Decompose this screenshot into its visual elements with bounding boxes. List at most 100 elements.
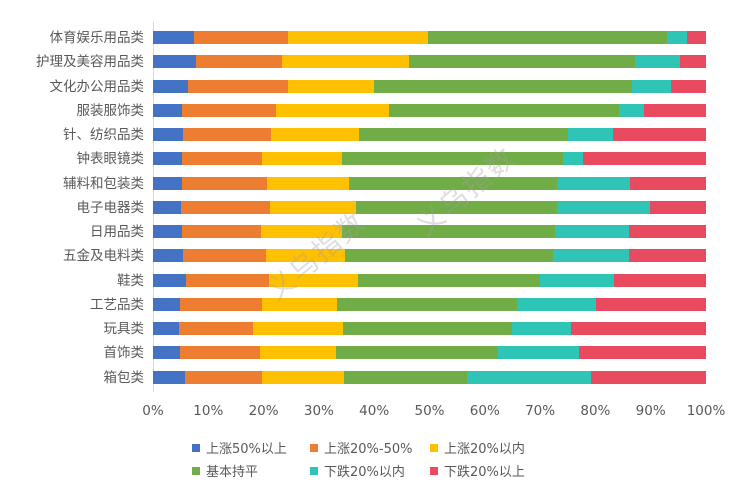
bar-segment — [612, 128, 706, 141]
bar-segment — [275, 103, 390, 117]
bar-row — [153, 370, 706, 384]
bar-segment — [270, 200, 356, 214]
bar-segment — [188, 79, 289, 93]
bar-segment — [180, 297, 263, 311]
legend-item: 下跌20%以上 — [430, 461, 525, 480]
bar-row — [153, 103, 706, 117]
bar-segment — [650, 200, 706, 214]
bar-segment — [181, 176, 268, 190]
bar-segment — [374, 79, 633, 93]
bar-segment — [511, 322, 572, 335]
bar-segment — [269, 273, 359, 287]
bar-segment — [355, 200, 557, 214]
bar-segment — [193, 31, 288, 44]
x-tick-label: 0% — [142, 403, 164, 419]
legend-swatch-icon — [430, 466, 438, 475]
bar-segment — [259, 346, 337, 360]
bar-segment — [344, 370, 467, 384]
legend-item: 下跌20%以内 — [310, 461, 405, 480]
bar-segment — [596, 297, 706, 311]
bar-segment — [568, 128, 613, 141]
legend-label: 上涨20%-50% — [324, 442, 413, 457]
bar-segment — [181, 225, 261, 238]
legend-swatch-icon — [310, 466, 318, 475]
bar-segment — [629, 249, 706, 263]
category-label: 辅料和包装类 — [63, 175, 144, 192]
legend-label: 下跌20%以上 — [444, 465, 525, 480]
legend-label: 上涨20%以内 — [444, 442, 525, 457]
bar-segment — [196, 55, 283, 69]
bar-segment — [630, 176, 706, 190]
bar-segment — [153, 346, 181, 360]
legend-label: 上涨50%以上 — [206, 442, 287, 457]
category-label: 工艺品类 — [90, 296, 144, 313]
bar-segment — [153, 79, 189, 93]
bar-segment — [282, 55, 410, 69]
category-label: 针、纺织品类 — [63, 127, 144, 143]
bar-segment — [153, 249, 183, 263]
bar-segment — [270, 128, 360, 141]
x-tick-label: 90% — [635, 403, 666, 419]
bar-segment — [590, 370, 706, 384]
category-label: 文化办公用品类 — [49, 78, 145, 95]
category-label: 钟表眼镜类 — [76, 151, 145, 168]
bar-segment — [153, 31, 194, 44]
legend-label: 下跌20%以内 — [324, 465, 405, 480]
bar-segment — [629, 225, 706, 238]
x-tick-label: 70% — [525, 403, 556, 419]
bar-segment — [153, 225, 182, 238]
bar-row — [153, 152, 706, 166]
bar-segment — [686, 31, 706, 44]
legend-item: 上涨20%-50% — [310, 438, 412, 457]
bar-segment — [262, 370, 345, 384]
bar-segment — [153, 297, 181, 311]
bar-row — [153, 297, 706, 311]
category-label: 电子电器类 — [76, 199, 145, 216]
bar-segment — [182, 103, 276, 117]
bar-segment — [498, 346, 580, 360]
category-label: 服装服饰类 — [76, 102, 145, 119]
bar-segment — [180, 346, 260, 360]
bar-segment — [517, 297, 597, 311]
bar-row — [153, 128, 706, 141]
bar-row — [153, 249, 706, 263]
bar-segment — [153, 55, 197, 69]
category-label: 鞋类 — [117, 272, 144, 289]
bar-segment — [265, 249, 345, 263]
category-label: 日用品类 — [90, 224, 144, 240]
legend-label: 基本持平 — [206, 465, 259, 480]
x-tick-label: 80% — [580, 403, 611, 419]
x-tick-label: 60% — [469, 403, 500, 419]
legend-swatch-icon — [192, 466, 200, 475]
bar-segment — [635, 55, 680, 69]
bar-segment — [252, 322, 344, 335]
category-label: 玩具类 — [103, 321, 145, 337]
bar-segment — [359, 128, 569, 141]
category-label: 箱包类 — [103, 369, 145, 386]
legend-swatch-icon — [192, 443, 200, 452]
bar-segment — [349, 176, 557, 190]
bar-segment — [343, 322, 512, 335]
bar-row — [153, 31, 706, 44]
bar-segment — [409, 55, 636, 69]
bar-segment — [540, 273, 615, 287]
bar-segment — [267, 176, 350, 190]
legend-item: 上涨50%以上 — [192, 438, 287, 457]
bar-segment — [679, 55, 706, 69]
bar-segment — [341, 225, 556, 238]
x-tick-label: 30% — [303, 403, 334, 419]
bar-segment — [466, 370, 591, 384]
bar-segment — [183, 128, 271, 141]
bar-segment — [184, 370, 263, 384]
bar-segment — [583, 152, 706, 166]
bar-segment — [563, 152, 584, 166]
bar-segment — [344, 249, 554, 263]
bar-segment — [261, 152, 343, 166]
category-label: 护理及美容用品类 — [36, 54, 144, 71]
bar-row — [153, 346, 706, 360]
bar-segment — [153, 176, 182, 190]
bar-segment — [153, 322, 179, 335]
bar-segment — [666, 31, 687, 44]
x-tick-label: 40% — [359, 403, 390, 419]
bar-segment — [153, 103, 183, 117]
